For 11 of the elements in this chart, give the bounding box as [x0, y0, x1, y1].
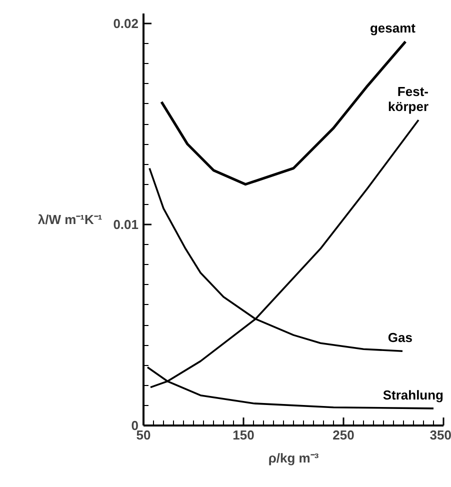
- y-tick-label: 0.01: [113, 217, 139, 232]
- series-label: Strahlung: [382, 387, 444, 402]
- y-axis-title: λ/W m⁻¹K⁻¹: [38, 212, 102, 227]
- x-axis-title: ρ/kg m⁻³: [268, 450, 320, 466]
- x-tick-label: 350: [430, 428, 451, 442]
- x-tick-label: 150: [232, 428, 254, 442]
- series-label: Gas: [388, 330, 413, 346]
- series-label: gesamt: [370, 20, 416, 36]
- series-label: Fest- körper: [388, 84, 429, 114]
- x-tick-label: 250: [332, 428, 354, 442]
- y-tick-label: 0.02: [113, 16, 139, 32]
